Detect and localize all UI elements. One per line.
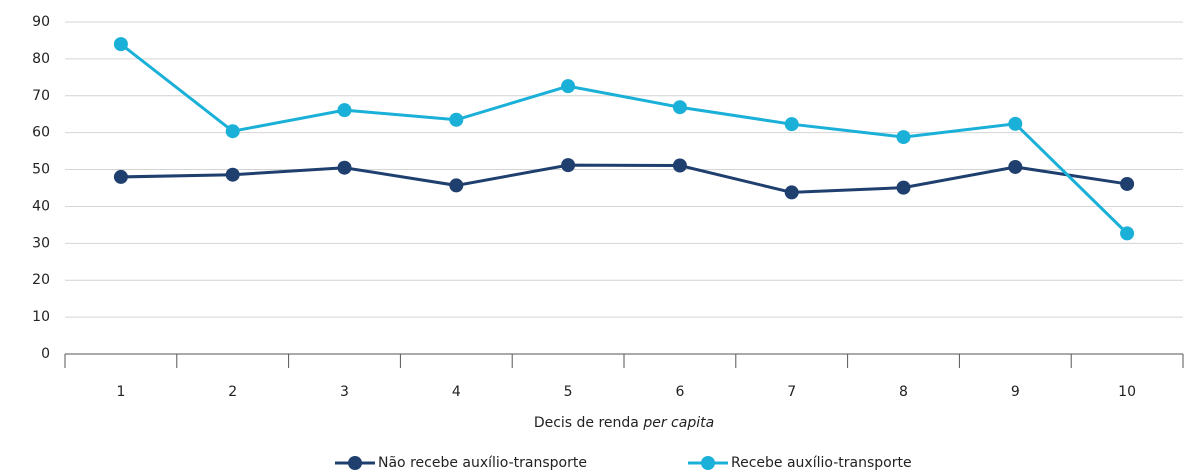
- x-label-italic: per capita: [642, 415, 714, 431]
- legend-marker: [701, 456, 715, 470]
- x-tick-label: 3: [340, 384, 349, 400]
- y-tick-label: 80: [32, 51, 50, 67]
- data-point: [672, 100, 687, 115]
- data-point: [896, 180, 911, 195]
- data-point: [561, 79, 576, 94]
- data-point: [337, 103, 352, 118]
- x-tick-label: 2: [228, 384, 237, 400]
- data-point: [113, 169, 128, 184]
- x-tick-label: 5: [564, 384, 573, 400]
- data-point: [1008, 159, 1023, 174]
- x-tick-label: 4: [452, 384, 461, 400]
- legend-label: Recebe auxílio-transporte: [731, 455, 912, 471]
- data-point: [225, 124, 240, 139]
- y-tick-label: 60: [32, 125, 50, 141]
- data-point: [225, 167, 240, 182]
- data-point: [561, 158, 576, 173]
- data-point: [896, 130, 911, 145]
- x-label-main: Decis de renda: [534, 415, 639, 431]
- legend-label: Não recebe auxílio-transporte: [378, 455, 587, 471]
- y-tick-label: 30: [32, 235, 50, 251]
- data-point: [672, 158, 687, 173]
- data-point: [113, 37, 128, 52]
- series-line: [119, 42, 1129, 235]
- legend-marker: [348, 456, 362, 470]
- data-point: [1008, 116, 1023, 131]
- data-point: [337, 160, 352, 175]
- x-tick-label: 10: [1118, 384, 1136, 400]
- data-point: [449, 178, 464, 193]
- y-tick-label: 40: [32, 198, 50, 214]
- data-point: [784, 185, 799, 200]
- data-point: [449, 112, 464, 127]
- x-tick-label: 6: [675, 384, 684, 400]
- data-point: [784, 117, 799, 132]
- x-tick-label: 9: [1011, 384, 1020, 400]
- y-tick-label: 70: [32, 88, 50, 104]
- x-tick-label: 8: [899, 384, 908, 400]
- data-point: [1120, 226, 1135, 241]
- y-tick-label: 20: [32, 272, 50, 288]
- y-tick-label: 90: [32, 14, 50, 30]
- x-tick-label: 7: [787, 384, 796, 400]
- y-tick-label: 10: [32, 309, 50, 325]
- y-tick-label: 50: [32, 162, 50, 178]
- y-tick-label: 0: [41, 346, 50, 362]
- data-point: [1120, 176, 1135, 191]
- x-tick-label: 1: [116, 384, 125, 400]
- series-line: [120, 163, 1128, 194]
- x-axis-label: Decis de renda per capita: [534, 415, 714, 431]
